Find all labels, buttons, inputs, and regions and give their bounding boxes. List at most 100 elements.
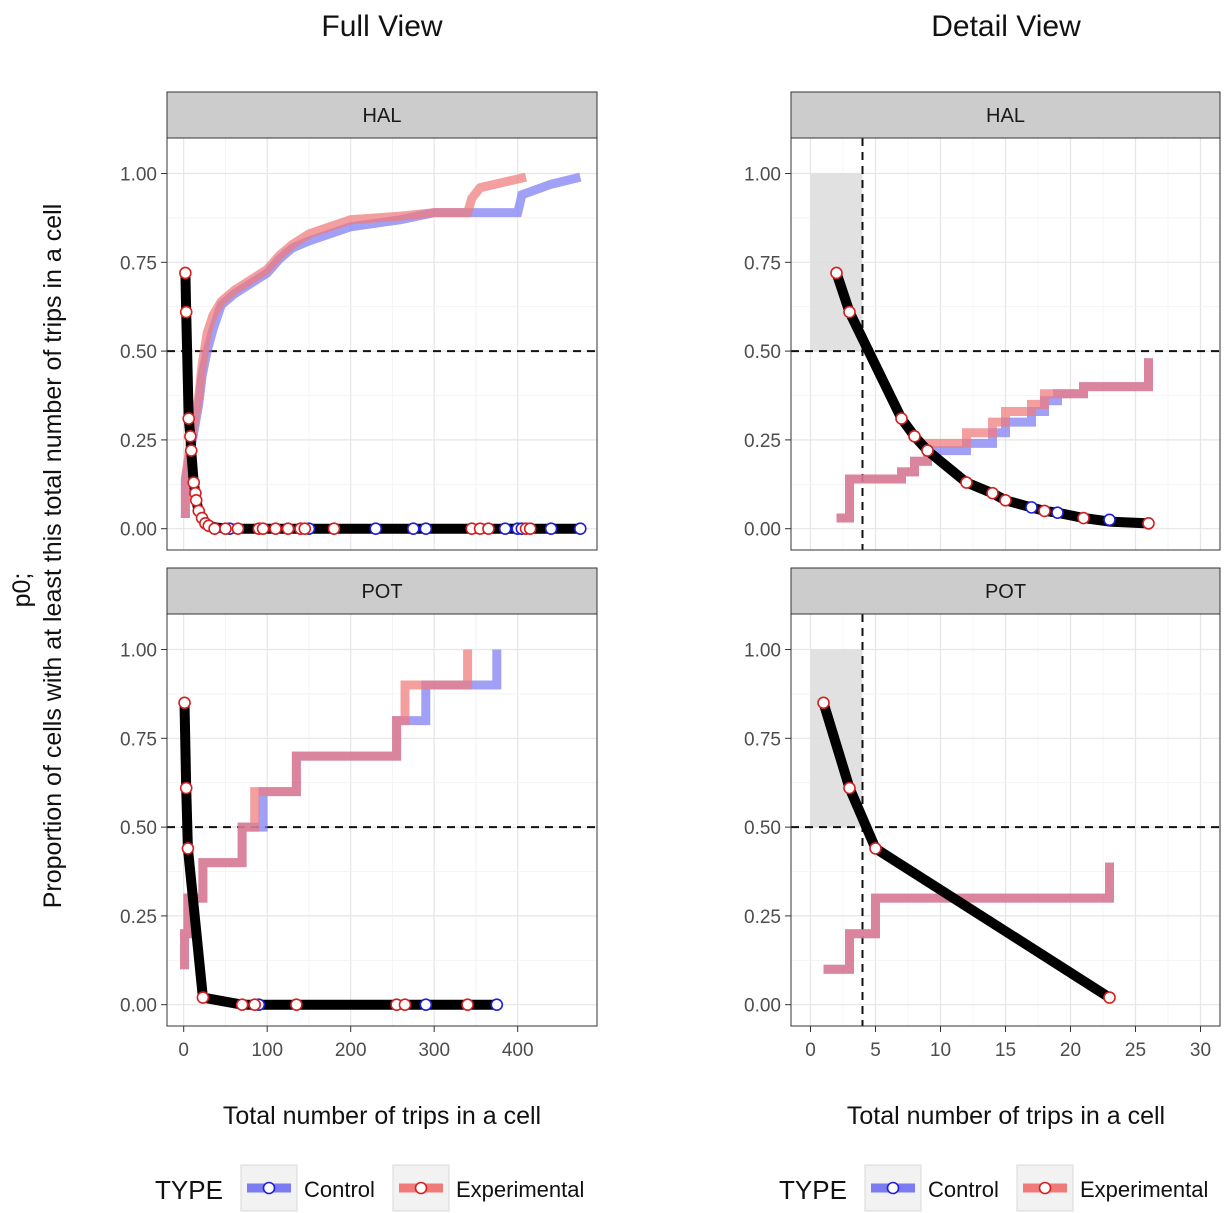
- strip-header: [790, 567, 1221, 615]
- title-detail-view: Detail View: [931, 10, 1081, 43]
- legend-key-point: [886, 1181, 900, 1195]
- y-tick-label: 1.00: [744, 641, 781, 662]
- control-point: [419, 998, 433, 1011]
- experimental-point: [179, 266, 192, 280]
- strip-header: [166, 91, 598, 139]
- experimental-point: [1077, 511, 1090, 525]
- strip-label: POT: [361, 581, 402, 603]
- legend-key-experimental: [392, 1164, 450, 1212]
- series-experimental-step: [180, 172, 528, 518]
- y-tick-label: 0.75: [120, 729, 157, 750]
- y-axis-label-line1: p0;: [8, 573, 36, 608]
- panel-border: [166, 137, 598, 551]
- legend-key-point: [262, 1181, 276, 1195]
- x-tick-label: 200: [335, 1040, 367, 1061]
- y-tick-label: 1.00: [120, 641, 157, 662]
- control-point: [369, 522, 383, 535]
- legend-detail: TYPE Control Experimental: [779, 1164, 1208, 1212]
- experimental-point: [869, 842, 882, 855]
- experimental-point: [208, 522, 221, 535]
- y-tick-label: 0.25: [744, 907, 781, 928]
- experimental-point: [189, 493, 203, 507]
- legend-label-control: Control: [304, 1177, 375, 1202]
- series-experimental-step: [823, 862, 1114, 974]
- experimental-point: [290, 998, 303, 1011]
- x-tick-label: 25: [1125, 1040, 1146, 1061]
- y-tick-label: 0.00: [120, 520, 157, 541]
- legend-key-control: [864, 1164, 922, 1212]
- control-point: [407, 522, 420, 535]
- series-experimental-step: [180, 649, 473, 970]
- experimental-point: [895, 412, 908, 425]
- x-tick-label: 10: [930, 1040, 951, 1061]
- x-axis-label-detail: Total number of trips in a cell: [847, 1102, 1165, 1130]
- experimental-point: [281, 522, 295, 535]
- experimental-point: [843, 781, 856, 795]
- y-tick-label: 0.50: [120, 342, 157, 363]
- panel-full-hal: HAL 0.00 0.25 0.50 0.75 1.00: [120, 91, 598, 551]
- x-tick-label: 15: [995, 1040, 1016, 1061]
- legend-key-control: [240, 1164, 298, 1212]
- control-point: [544, 522, 558, 535]
- y-tick-label: 0.75: [744, 253, 781, 274]
- experimental-point: [256, 522, 270, 535]
- experimental-point: [523, 522, 537, 535]
- legend-key-point: [1038, 1181, 1052, 1195]
- experimental-point: [461, 998, 474, 1011]
- experimental-point: [181, 842, 195, 855]
- x-tick-label: 30: [1190, 1040, 1211, 1061]
- panel-detail-pot: POT 0.00 0.25 0.50 0.75 1.00 0 5 10 15 20 25 30: [744, 567, 1221, 1061]
- experimental-point: [908, 430, 921, 443]
- legend-title: TYPE: [155, 1175, 223, 1205]
- control-point: [574, 522, 587, 535]
- experimental-point: [231, 522, 245, 535]
- experimental-point: [327, 522, 341, 535]
- y-tick-label: 0.25: [120, 431, 157, 452]
- x-tick-label: 20: [1060, 1040, 1081, 1061]
- panels: HAL 0.00 0.25 0.50 0.75 1.00 POT 0.00 0.25 0.50 0.…: [120, 91, 1221, 1061]
- strip-label: HAL: [363, 105, 402, 127]
- control-point: [419, 522, 433, 535]
- experimental-point: [298, 522, 312, 535]
- plot-area: [791, 138, 1220, 550]
- control-point: [1051, 506, 1064, 520]
- y-tick-label: 0.50: [120, 818, 157, 839]
- experimental-point: [184, 444, 198, 457]
- plot-background: [167, 614, 597, 1026]
- experimental-point: [182, 412, 196, 425]
- legend-label-experimental: Experimental: [1080, 1177, 1208, 1202]
- experimental-point: [269, 522, 282, 535]
- plot-area: [167, 649, 597, 1011]
- experimental-point: [921, 444, 934, 457]
- plot-area: [167, 172, 597, 535]
- y-tick-label: 0.25: [120, 907, 157, 928]
- y-tick-label: 0.00: [744, 996, 781, 1017]
- experimental-point: [179, 781, 193, 795]
- strip-label: HAL: [986, 105, 1025, 127]
- y-tick-label: 0.75: [744, 729, 781, 750]
- panel-border: [166, 613, 598, 1027]
- y-tick-label: 1.00: [120, 165, 157, 186]
- experimental-point: [219, 522, 232, 535]
- experimental-point: [1038, 504, 1051, 518]
- x-tick-label: 100: [251, 1040, 283, 1061]
- plot-area: [791, 614, 1220, 1026]
- strip-label: POT: [985, 581, 1026, 603]
- experimental-point: [843, 305, 856, 319]
- series-experimental-step: [836, 358, 1153, 523]
- y-axis-label-line2: Proportion of cells with at least this t…: [39, 204, 67, 909]
- y-tick-label: 0.25: [744, 431, 781, 452]
- experimental-point: [196, 991, 210, 1004]
- panel-full-pot: POT 0.00 0.25 0.50 0.75 1.00 0 100 200 300 400: [120, 567, 598, 1061]
- p0-curve: [818, 697, 1115, 1003]
- x-tick-label: 5: [870, 1040, 881, 1061]
- legend-key-point: [414, 1181, 428, 1195]
- y-tick-label: 0.50: [744, 342, 781, 363]
- experimental-point: [184, 430, 197, 443]
- experimental-point: [1142, 517, 1155, 530]
- panel-border: [790, 137, 1221, 551]
- experimental-point: [999, 493, 1012, 507]
- legend-title: TYPE: [779, 1175, 847, 1205]
- legend-label-experimental: Experimental: [456, 1177, 584, 1202]
- x-tick-label: 400: [502, 1040, 534, 1061]
